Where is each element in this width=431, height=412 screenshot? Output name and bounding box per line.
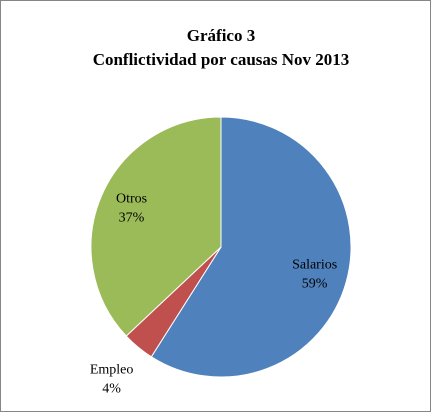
slice-label: Otros <box>116 191 147 206</box>
slice-value-label: 59% <box>302 276 328 291</box>
slice-value-label: 37% <box>119 210 145 225</box>
pie-slice <box>150 116 352 378</box>
chart-title: Gráfico 3 <box>187 26 255 45</box>
chart-subtitle: Conflictividad por causas Nov 2013 <box>93 50 350 69</box>
slice-label: Empleo <box>90 362 134 377</box>
slice-value-label: 4% <box>102 381 121 396</box>
pie-slice <box>90 116 222 337</box>
slice-label: Salarios <box>292 257 337 272</box>
